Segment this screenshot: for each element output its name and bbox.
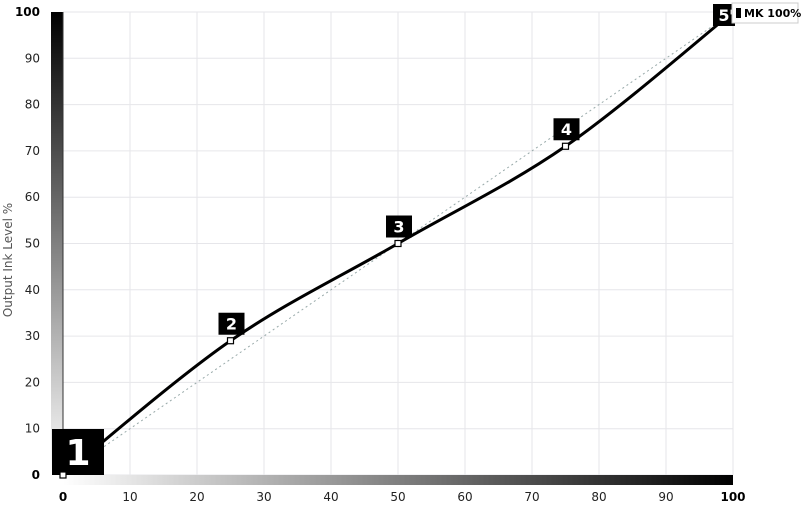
point-label-2: 2 <box>226 314 237 333</box>
point-badge-2 <box>218 312 245 335</box>
y-tick-100: 100 <box>15 5 40 19</box>
x-tick-20: 20 <box>189 490 204 504</box>
point-label-1: 1 <box>65 433 90 474</box>
curve-control-points[interactable]: 1 2 3 4 5 <box>52 4 737 479</box>
point-label-3: 3 <box>393 217 404 236</box>
x-ink-gradient-bar <box>63 475 733 485</box>
channel-tag-label: MK 100% <box>744 7 801 20</box>
point-label-4: 4 <box>561 120 572 139</box>
reference-diagonal-line <box>62 11 734 476</box>
y-tick-90: 90 <box>25 51 40 65</box>
x-tick-60: 60 <box>457 490 472 504</box>
channel-color-swatch <box>736 8 741 18</box>
y-tick-0: 0 <box>32 468 40 482</box>
point-label-5: 5 <box>718 6 729 25</box>
x-tick-50: 50 <box>390 490 405 504</box>
x-tick-90: 90 <box>658 490 673 504</box>
y-tick-30: 30 <box>25 329 40 343</box>
point-handle-4[interactable] <box>561 142 570 150</box>
x-tick-70: 70 <box>524 490 539 504</box>
point-handle-1[interactable] <box>59 471 67 479</box>
x-tick-labels: 0 10 20 30 40 50 60 70 80 90 100 <box>59 490 746 504</box>
control-point-4[interactable]: 4 <box>553 118 580 150</box>
control-point-2[interactable]: 2 <box>218 312 245 345</box>
y-tick-70: 70 <box>25 144 40 158</box>
point-badge-4 <box>553 118 580 141</box>
control-point-3[interactable]: 3 <box>386 215 412 248</box>
x-tick-10: 10 <box>122 490 137 504</box>
x-tick-80: 80 <box>591 490 606 504</box>
x-tick-40: 40 <box>323 490 338 504</box>
channel-tag: MK 100% <box>731 2 801 24</box>
y-tick-40: 40 <box>25 283 40 297</box>
y-tick-20: 20 <box>25 375 40 389</box>
x-tick-30: 30 <box>256 490 271 504</box>
y-tick-10: 10 <box>25 422 40 436</box>
point-handle-2[interactable] <box>226 337 235 345</box>
x-tick-0: 0 <box>59 490 67 504</box>
point-badge-3 <box>386 215 412 238</box>
y-tick-60: 60 <box>25 190 40 204</box>
control-point-1[interactable]: 1 <box>52 429 104 479</box>
y-tick-labels: 0 10 20 30 40 50 60 70 80 90 100 <box>15 5 40 482</box>
y-tick-80: 80 <box>25 98 40 112</box>
y-axis-label: Output Ink Level % <box>1 203 15 317</box>
point-handle-3[interactable] <box>394 239 402 248</box>
channel-tag-box <box>731 2 799 24</box>
y-tick-50: 50 <box>25 237 40 251</box>
x-tick-100: 100 <box>720 490 745 504</box>
y-ink-gradient-bar <box>51 12 63 475</box>
point-badge-1 <box>52 429 104 475</box>
